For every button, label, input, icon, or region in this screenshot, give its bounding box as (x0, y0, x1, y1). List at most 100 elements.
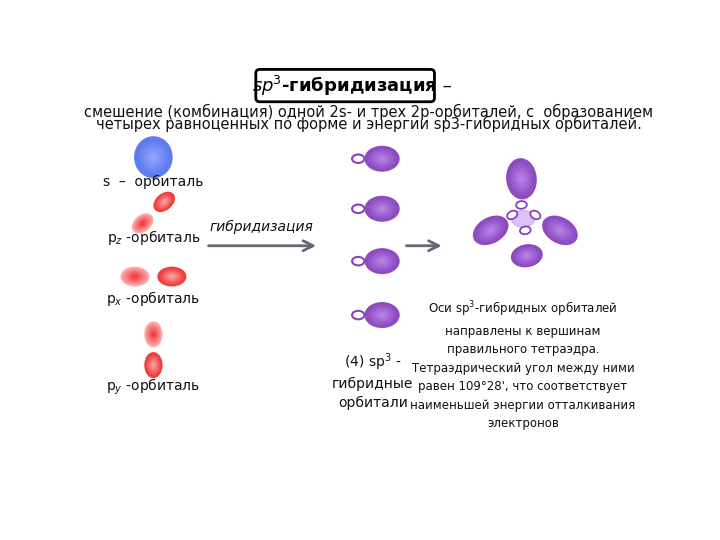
Ellipse shape (477, 219, 505, 241)
Ellipse shape (558, 229, 562, 232)
Ellipse shape (516, 248, 538, 264)
Ellipse shape (544, 218, 575, 243)
Ellipse shape (150, 361, 156, 370)
Ellipse shape (134, 215, 151, 232)
Ellipse shape (379, 259, 385, 264)
Ellipse shape (168, 274, 176, 279)
Ellipse shape (150, 153, 157, 161)
Ellipse shape (510, 163, 534, 195)
Ellipse shape (369, 199, 396, 219)
Ellipse shape (126, 271, 143, 282)
Ellipse shape (514, 169, 528, 189)
Ellipse shape (523, 254, 530, 258)
Text: p$_x$ -орбиталь: p$_x$ -орбиталь (107, 288, 200, 308)
Ellipse shape (377, 155, 387, 163)
Ellipse shape (156, 193, 173, 210)
Ellipse shape (513, 167, 530, 191)
Ellipse shape (148, 151, 159, 163)
Ellipse shape (139, 220, 146, 227)
Ellipse shape (380, 314, 384, 316)
Ellipse shape (375, 310, 389, 320)
Ellipse shape (125, 269, 145, 284)
Ellipse shape (370, 150, 394, 167)
Ellipse shape (475, 218, 506, 243)
Ellipse shape (515, 247, 539, 265)
Ellipse shape (369, 251, 396, 271)
Text: (4) sp$^3$ -
гибридные
орбитали: (4) sp$^3$ - гибридные орбитали (332, 351, 413, 410)
Ellipse shape (149, 328, 158, 340)
Ellipse shape (508, 161, 535, 197)
Ellipse shape (374, 153, 390, 165)
Ellipse shape (128, 272, 142, 281)
Ellipse shape (370, 200, 394, 218)
Ellipse shape (352, 205, 364, 213)
Text: p$_z$ -орбиталь: p$_z$ -орбиталь (107, 228, 200, 247)
Ellipse shape (153, 333, 155, 336)
FancyBboxPatch shape (89, 62, 649, 484)
Ellipse shape (138, 219, 148, 228)
Ellipse shape (151, 331, 156, 338)
Ellipse shape (138, 141, 168, 173)
Ellipse shape (517, 173, 526, 185)
Ellipse shape (144, 147, 163, 167)
Ellipse shape (369, 305, 396, 325)
Ellipse shape (132, 274, 138, 279)
Ellipse shape (530, 211, 541, 219)
Ellipse shape (148, 327, 158, 342)
Ellipse shape (147, 325, 160, 343)
Ellipse shape (484, 225, 498, 236)
Ellipse shape (516, 201, 527, 209)
Ellipse shape (487, 227, 494, 233)
Ellipse shape (121, 267, 149, 286)
Ellipse shape (516, 171, 527, 187)
Ellipse shape (375, 256, 389, 266)
Ellipse shape (135, 137, 172, 178)
Ellipse shape (149, 359, 158, 372)
Ellipse shape (474, 216, 508, 245)
Ellipse shape (374, 309, 390, 321)
Ellipse shape (130, 273, 140, 280)
Ellipse shape (511, 165, 532, 193)
Ellipse shape (377, 205, 387, 212)
Ellipse shape (507, 159, 536, 199)
Ellipse shape (521, 252, 533, 260)
Ellipse shape (374, 202, 390, 215)
Ellipse shape (372, 308, 392, 322)
Text: Оси sp$^3$-гибридных орбиталей
направлены к вершинам
правильного тетраэдра.
Тетр: Оси sp$^3$-гибридных орбиталей направлен… (410, 300, 636, 430)
Ellipse shape (380, 260, 384, 262)
Text: s  –  орбиталь: s – орбиталь (103, 175, 204, 189)
Ellipse shape (513, 246, 541, 266)
Ellipse shape (557, 227, 563, 233)
Ellipse shape (372, 151, 392, 166)
Ellipse shape (161, 269, 182, 284)
Ellipse shape (553, 225, 567, 236)
Ellipse shape (479, 220, 503, 240)
Ellipse shape (365, 146, 399, 171)
Ellipse shape (552, 224, 569, 238)
Ellipse shape (158, 196, 171, 208)
Ellipse shape (379, 313, 385, 318)
Ellipse shape (380, 158, 384, 160)
Ellipse shape (480, 222, 501, 239)
Ellipse shape (365, 303, 399, 327)
Ellipse shape (143, 145, 165, 170)
Ellipse shape (369, 149, 396, 168)
Ellipse shape (153, 363, 155, 367)
Ellipse shape (352, 311, 364, 319)
Ellipse shape (526, 255, 528, 257)
Ellipse shape (379, 206, 385, 211)
Ellipse shape (132, 214, 153, 233)
Ellipse shape (163, 201, 166, 203)
Ellipse shape (148, 357, 158, 373)
Ellipse shape (162, 199, 167, 204)
Ellipse shape (375, 154, 389, 164)
Ellipse shape (372, 254, 392, 268)
Ellipse shape (370, 253, 394, 270)
Ellipse shape (377, 312, 387, 319)
Text: смешение (комбинация) одной 2s- и трех 2p-орбиталей, с  образованием: смешение (комбинация) одной 2s- и трех 2… (84, 104, 654, 120)
Ellipse shape (367, 250, 397, 272)
Text: p$_y$ -орбиталь: p$_y$ -орбиталь (107, 376, 200, 397)
Ellipse shape (154, 192, 174, 211)
FancyBboxPatch shape (256, 70, 434, 102)
Text: четырех равноценных по форме и энергии sp3-гибридных орбиталей.: четырех равноценных по форме и энергии s… (96, 116, 642, 132)
